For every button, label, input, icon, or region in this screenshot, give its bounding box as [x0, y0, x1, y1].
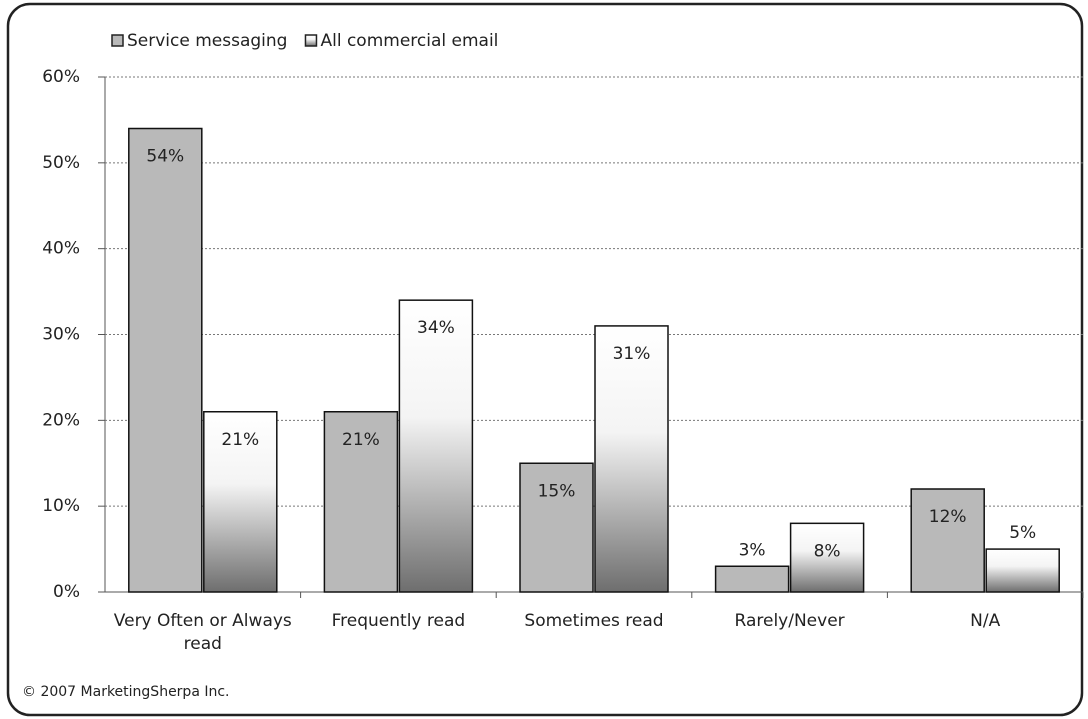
legend-swatch [304, 34, 318, 47]
data-label: 21% [221, 430, 259, 450]
x-tick-label: N/A [970, 611, 1001, 631]
x-tick-label: Rarely/Never [734, 611, 845, 631]
data-label: 5% [1009, 523, 1036, 543]
y-tick-label: 30% [42, 325, 80, 345]
legend-label: Service messaging [127, 31, 287, 51]
legend-swatch [111, 34, 124, 47]
bar [398, 299, 474, 593]
y-tick-label: 10% [42, 496, 80, 516]
bar [203, 411, 278, 593]
bar [128, 127, 203, 593]
data-label: 12% [929, 507, 967, 527]
data-label: 34% [417, 318, 455, 338]
bar [789, 522, 865, 593]
bar [910, 488, 985, 593]
data-label: 21% [342, 430, 380, 450]
y-tick-label: 0% [53, 582, 80, 602]
y-tick-label: 50% [42, 153, 80, 173]
bar [985, 548, 1060, 593]
footnote: © 2007 MarketingSherpa Inc. [22, 684, 230, 700]
y-tick-label: 20% [42, 410, 80, 430]
bar [323, 411, 399, 593]
y-tick-label: 40% [42, 239, 80, 259]
data-label: 54% [146, 147, 184, 167]
data-label: 3% [739, 540, 766, 560]
data-label: 8% [814, 541, 841, 561]
x-tick-label: Frequently read [331, 611, 466, 631]
x-tick-label: Sometimes read [524, 611, 664, 631]
y-tick-label: 60% [42, 67, 80, 87]
x-tick-label: Very Often or Always read [113, 611, 292, 654]
legend-label: All commercial email [320, 31, 498, 51]
data-label: 31% [613, 344, 651, 364]
data-label: 15% [538, 481, 576, 501]
bar [519, 462, 594, 593]
bar [594, 325, 669, 593]
frame [6, 2, 1084, 717]
bar [714, 565, 790, 593]
